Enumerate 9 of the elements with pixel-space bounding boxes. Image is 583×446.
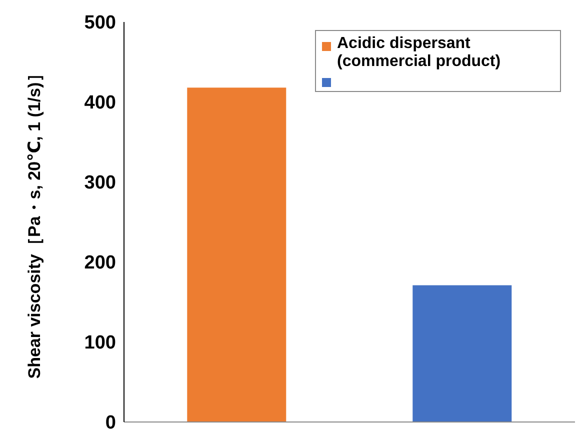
- y-tick-label: 100: [84, 332, 116, 354]
- legend-label: Acidic dispersant (commercial product): [337, 35, 502, 71]
- y-tick-label: 200: [84, 252, 116, 274]
- y-tick-label: 500: [84, 12, 116, 34]
- y-tick-label: 400: [84, 92, 116, 114]
- y-axis-title: Shear viscosity［Pa・s, 20℃, 1 (1/s)］: [25, 65, 44, 379]
- legend-box: Acidic dispersant (commercial product): [315, 30, 561, 92]
- y-tick-label: 300: [84, 172, 116, 194]
- y-tick-label: 0: [105, 412, 116, 434]
